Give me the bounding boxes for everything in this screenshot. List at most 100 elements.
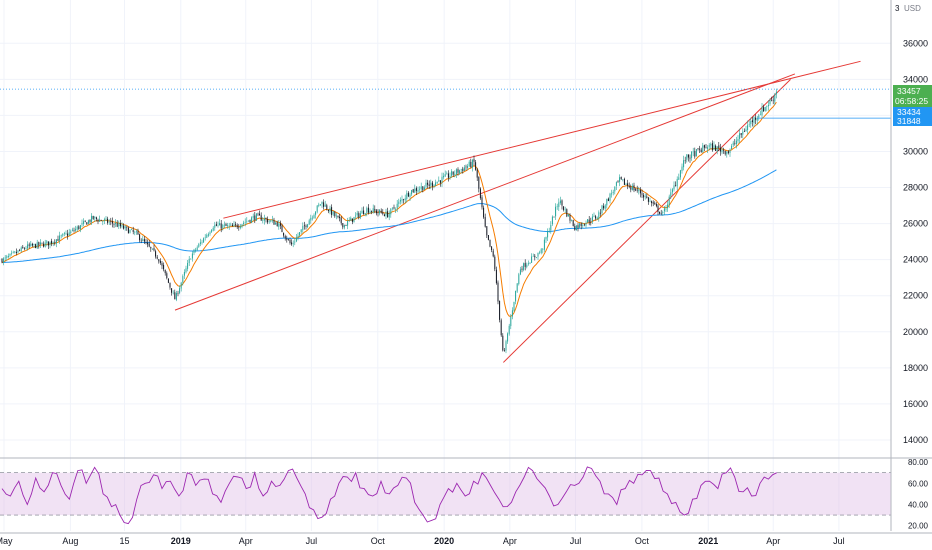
- candle-body: [225, 223, 227, 227]
- candle-body: [278, 223, 280, 227]
- last-price-label: 33457: [897, 86, 921, 96]
- candle-body: [438, 180, 440, 182]
- candle-body: [583, 224, 585, 226]
- currency-label[interactable]: USD: [904, 4, 921, 13]
- candle-body: [726, 151, 728, 155]
- candle-body: [265, 218, 267, 220]
- candle-body: [161, 263, 163, 266]
- candle-body: [286, 238, 288, 240]
- candle-body: [343, 225, 345, 228]
- candle-body: [334, 211, 336, 217]
- candle-body: [371, 210, 373, 212]
- candle-body: [263, 218, 265, 221]
- candle-body: [246, 220, 248, 222]
- candle-body: [172, 292, 174, 294]
- candle-body: [110, 221, 112, 222]
- candle-body: [660, 213, 662, 214]
- candle-body: [244, 221, 246, 223]
- candle-body: [755, 117, 757, 120]
- candle-body: [379, 210, 381, 214]
- candle-body: [462, 168, 464, 171]
- candle-body: [193, 249, 195, 254]
- candle-body: [412, 189, 414, 193]
- candle-body: [129, 229, 131, 233]
- candle-body: [275, 222, 277, 225]
- candle-body: [750, 120, 752, 125]
- candle-body: [239, 226, 241, 228]
- candle-body: [425, 182, 427, 187]
- candle-body: [47, 241, 49, 246]
- candle-body: [150, 247, 152, 249]
- candle-body: [545, 236, 547, 240]
- candle-body: [683, 160, 685, 168]
- candle-body: [633, 185, 635, 191]
- candle-body: [505, 341, 507, 351]
- candle-body: [495, 269, 497, 284]
- candle-body: [196, 247, 198, 251]
- candle-body: [14, 251, 16, 253]
- candle-body: [492, 250, 494, 257]
- candle-body: [465, 166, 467, 168]
- candle-body: [204, 237, 206, 239]
- price-tick-label: 34000: [903, 74, 928, 84]
- level-2-badge: [893, 116, 932, 126]
- candle-body: [548, 230, 550, 232]
- candle-body: [123, 225, 125, 229]
- candle-body: [241, 224, 243, 227]
- price-axis-labels[interactable]: 3600034000320003000028000260002400022000…: [903, 38, 928, 445]
- candle-body: [179, 288, 181, 294]
- price-tick-label: 36000: [903, 38, 928, 48]
- candle-body: [67, 233, 69, 236]
- candle-body: [619, 177, 621, 182]
- grid-lines: [0, 0, 891, 531]
- candle-body: [607, 198, 609, 202]
- candle-body: [247, 220, 249, 222]
- candle-body: [107, 218, 109, 223]
- candle-body: [211, 230, 213, 232]
- candle-body: [564, 209, 566, 211]
- candle-body: [508, 325, 510, 334]
- time-axis-labels[interactable]: May Aug 15 2019 Apr Jul Oct 2020 Apr Jul Oct 2021 Ap…: [0, 536, 845, 546]
- candle-body: [499, 300, 501, 320]
- candle-body: [20, 247, 22, 252]
- candle-body: [766, 106, 768, 107]
- candle-body: [60, 235, 62, 237]
- candle-body: [22, 246, 24, 249]
- candle-body: [140, 240, 142, 242]
- candle-body: [761, 107, 763, 116]
- price-tick-label: 24000: [903, 255, 928, 265]
- candle-body: [491, 246, 493, 250]
- candle-body: [116, 223, 118, 227]
- candle-body: [103, 219, 105, 221]
- candle-body: [348, 220, 350, 222]
- candle-body: [759, 114, 761, 116]
- candle-body: [572, 220, 574, 227]
- candle-body: [124, 226, 126, 229]
- candle-body: [595, 216, 597, 219]
- candle-body: [17, 250, 19, 253]
- candle-body: [494, 256, 496, 270]
- candle-body: [118, 223, 120, 227]
- candle-body: [177, 293, 179, 295]
- candle-body: [617, 181, 619, 183]
- candle-body: [460, 169, 462, 171]
- candle-body: [422, 186, 424, 191]
- rsi-tick-label: 80.00: [908, 458, 929, 467]
- candle-body: [158, 259, 160, 262]
- candle-body: [315, 211, 317, 215]
- candle-body: [769, 99, 771, 105]
- candle-body: [131, 229, 133, 230]
- candle-body: [542, 249, 544, 250]
- candle-body: [254, 215, 256, 220]
- fast-ma-line: [1, 101, 777, 317]
- candle-body: [639, 190, 641, 194]
- candle-body: [323, 202, 325, 207]
- candle-body: [25, 248, 27, 249]
- candle-body: [182, 276, 184, 283]
- candle-body: [183, 271, 185, 276]
- candle-body: [372, 208, 374, 213]
- candle-body: [428, 184, 430, 187]
- candle-body: [523, 263, 525, 270]
- candle-body: [635, 189, 637, 191]
